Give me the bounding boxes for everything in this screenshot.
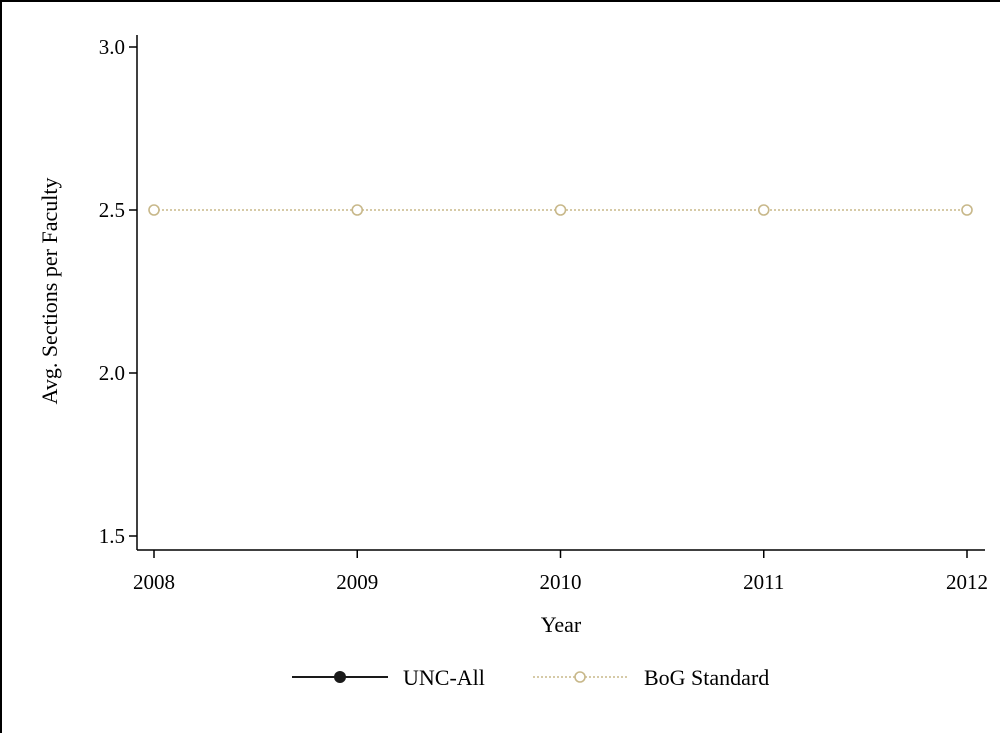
- x-tick-label: 2010: [540, 570, 582, 594]
- legend-label: BoG Standard: [644, 665, 769, 690]
- legend-label: UNC-All: [403, 665, 485, 690]
- legend-marker: [334, 671, 346, 683]
- data-point: [961, 204, 973, 216]
- y-tick-label: 1.5: [99, 524, 125, 548]
- y-tick-label: 2.5: [99, 198, 125, 222]
- x-tick-label: 2011: [743, 570, 784, 594]
- legend-item: BoG Standard: [533, 665, 769, 690]
- x-tick-label: 2008: [133, 570, 175, 594]
- x-axis-ticks: 2008 2009 2010 2011 2012: [133, 550, 988, 594]
- series-layer: [148, 204, 973, 216]
- data-point: [554, 204, 567, 216]
- legend-item: UNC-All: [292, 665, 485, 690]
- y-axis-label: Avg. Sections per Faculty: [37, 178, 62, 405]
- y-axis-ticks: 1.52.02.53.03.54.04.5: [99, 35, 137, 548]
- y-tick-label: 3.0: [99, 35, 125, 59]
- x-tick-label: 2009: [336, 570, 378, 594]
- x-axis-label: Year: [541, 612, 582, 637]
- x-tick-label: 2012: [946, 570, 988, 594]
- legend-marker: [574, 671, 586, 683]
- legend: UNC-All BoG Standard: [292, 665, 769, 690]
- data-point: [351, 204, 364, 216]
- data-point: [148, 204, 160, 216]
- series-2: [148, 204, 973, 216]
- data-point: [757, 204, 770, 216]
- axes: [136, 35, 985, 551]
- y-tick-label: 2.0: [99, 361, 125, 385]
